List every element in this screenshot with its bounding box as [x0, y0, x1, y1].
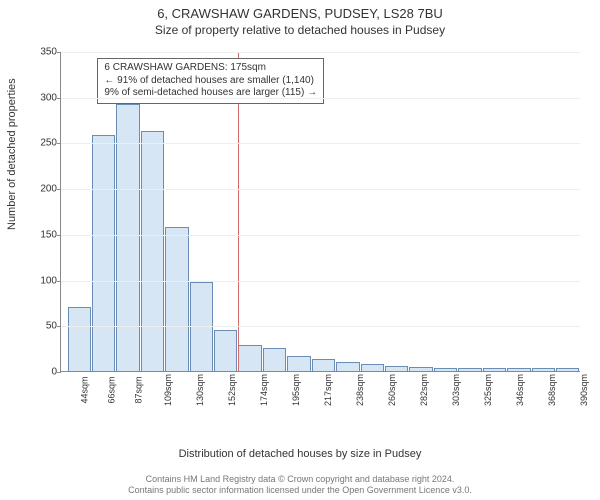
histogram-bar [361, 364, 384, 371]
histogram-bar [532, 368, 555, 371]
histogram-bar [214, 330, 237, 371]
histogram-bar [238, 345, 261, 371]
y-axis-label: Number of detached properties [6, 78, 18, 230]
histogram-bar [409, 367, 432, 371]
y-tick-label: 200 [40, 184, 61, 195]
histogram-bar [141, 131, 164, 371]
page-subtitle: Size of property relative to detached ho… [0, 21, 600, 37]
plot-area: 6 CRAWSHAW GARDENS: 175sqm← 91% of detac… [60, 52, 580, 372]
y-tick-label: 150 [40, 229, 61, 240]
grid-line [61, 281, 580, 282]
annotation-box: 6 CRAWSHAW GARDENS: 175sqm← 91% of detac… [97, 58, 324, 104]
histogram-bar [458, 368, 481, 371]
y-tick-label: 350 [40, 47, 61, 58]
x-ticks-group: 44sqm66sqm87sqm109sqm130sqm152sqm174sqm1… [60, 372, 580, 412]
footer-line-1: Contains HM Land Registry data © Crown c… [0, 474, 600, 485]
histogram-bar [556, 368, 579, 371]
x-axis-label: Distribution of detached houses by size … [0, 448, 600, 460]
histogram-bar [287, 356, 310, 371]
grid-line [61, 52, 580, 53]
chart-container: 6, CRAWSHAW GARDENS, PUDSEY, LS28 7BU Si… [0, 0, 600, 500]
page-title: 6, CRAWSHAW GARDENS, PUDSEY, LS28 7BU [0, 0, 600, 21]
grid-line [61, 98, 580, 99]
histogram-bar [92, 135, 115, 371]
histogram-bar [385, 366, 408, 371]
x-tick-label: 390sqm [579, 374, 600, 406]
y-tick-label: 50 [46, 321, 61, 332]
histogram-bar [507, 368, 530, 371]
histogram-bar [165, 227, 188, 371]
histogram-bar [434, 368, 457, 371]
y-tick-label: 250 [40, 138, 61, 149]
footer-attribution: Contains HM Land Registry data © Crown c… [0, 474, 600, 497]
annotation-line: ← 91% of detached houses are smaller (1,… [104, 75, 317, 88]
histogram-bar [312, 359, 335, 371]
grid-line [61, 326, 580, 327]
grid-line [61, 143, 580, 144]
grid-line [61, 189, 580, 190]
footer-line-2: Contains public sector information licen… [0, 485, 600, 496]
chart-area: 6 CRAWSHAW GARDENS: 175sqm← 91% of detac… [60, 52, 580, 412]
y-tick-label: 300 [40, 92, 61, 103]
grid-line [61, 235, 580, 236]
y-tick-label: 100 [40, 275, 61, 286]
histogram-bar [336, 362, 359, 371]
annotation-line: 6 CRAWSHAW GARDENS: 175sqm [104, 62, 317, 75]
histogram-bar [483, 368, 506, 371]
histogram-bar [68, 307, 91, 371]
histogram-bar [263, 348, 286, 371]
